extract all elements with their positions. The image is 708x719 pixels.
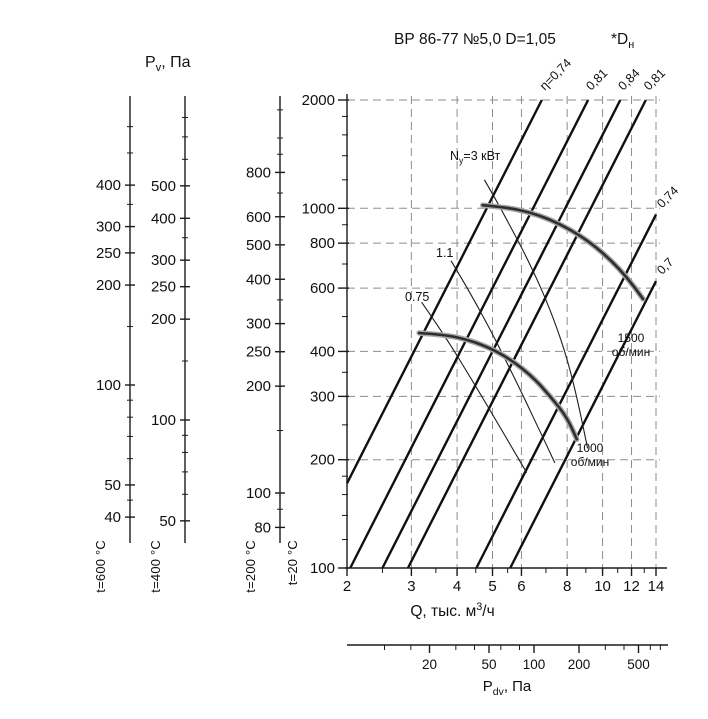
x-tick-label: 4 — [453, 578, 461, 595]
pv-title-main: P — [145, 54, 156, 71]
pv-title-units: , Па — [161, 54, 191, 71]
rpm-value: 1500 — [617, 331, 645, 345]
x-tick-label: 3 — [407, 578, 415, 595]
power-label-pre: N — [450, 149, 460, 163]
efficiency-label: 0,7 — [654, 255, 676, 277]
q-title-main: Q, тыс. м — [410, 603, 477, 621]
suffix-text: *D — [611, 31, 629, 48]
y-tick-label: 100 — [310, 560, 335, 577]
y-tick-label: 300 — [310, 388, 335, 405]
fan-curve — [417, 331, 579, 441]
y-tick-label: 200 — [310, 452, 335, 469]
pdv-title-main: P — [482, 678, 493, 695]
pdv-title-subscript: dv — [492, 686, 504, 698]
aux-tick-label: 300 — [246, 316, 271, 333]
x-tick-label: 2 — [343, 578, 351, 595]
chart-title-text: ВР 86-77 №5,0 D=1,05 — [394, 31, 556, 48]
pdv-tick-label: 500 — [627, 657, 650, 672]
aux-tick-label: 500 — [246, 237, 271, 254]
x-tick-label: 10 — [594, 578, 611, 595]
aux-tick-label: 200 — [151, 311, 176, 328]
power-label-pre: 1.1 — [436, 246, 454, 260]
aux-tick-label: 300 — [96, 219, 121, 236]
power-label-pre: 0.75 — [405, 290, 430, 304]
temp-label-20: t=20 °C — [285, 540, 300, 586]
aux-tick-label: 250 — [246, 344, 271, 361]
y-tick-label: 2000 — [302, 92, 335, 109]
efficiency-label: 0,74 — [654, 184, 681, 211]
rpm-value: 1000 — [576, 441, 604, 455]
aux-tick-label: 500 — [151, 178, 176, 195]
power-label-post: =3 кВт — [463, 149, 501, 163]
aux-tick-label: 800 — [246, 164, 271, 181]
aux-tick-label: 100 — [96, 377, 121, 394]
aux-tick-label: 200 — [96, 277, 121, 294]
q-title-superscript: 3 — [476, 601, 483, 613]
power-label-1-1kw: 1.1 — [436, 246, 453, 260]
pdv-title-units: , Па — [503, 678, 532, 695]
aux-tick-label: 400 — [151, 210, 176, 227]
power-label-3kw: Nу=3 кВт — [450, 149, 500, 166]
aux-tick-label: 250 — [96, 245, 121, 262]
power-line — [483, 179, 589, 449]
aux-tick-label: 400 — [246, 271, 271, 288]
x-tick-label: 6 — [517, 578, 525, 595]
pdv-tick-label: 200 — [568, 657, 591, 672]
temp-label-200: t=200 °C — [243, 540, 258, 593]
dynamic-pressure-axis-title: Pdv, Па — [452, 678, 562, 698]
x-tick-label: 8 — [563, 578, 571, 595]
efficiency-line — [345, 99, 543, 484]
aux-tick-label: 100 — [151, 412, 176, 429]
pdv-tick-label: 100 — [523, 657, 546, 672]
pressure-axis-title: Pv, Па — [145, 54, 191, 74]
power-label-sub: у — [459, 155, 464, 166]
power-label-0-75kw: 0.75 — [405, 290, 429, 304]
efficiency-line — [349, 99, 590, 569]
fan-curve — [481, 203, 645, 301]
pdv-tick-label: 50 — [481, 657, 496, 672]
x-tick-label: 5 — [488, 578, 496, 595]
rpm-1500-label: 1500 об/мин — [602, 331, 660, 360]
y-tick-label: 400 — [310, 343, 335, 360]
y-tick-label: 600 — [310, 280, 335, 297]
chart-title: ВР 86-77 №5,0 D=1,05 — [394, 31, 556, 49]
temp-label-600: t=600 °C — [93, 540, 108, 593]
efficiency-label: 0,81 — [641, 66, 668, 93]
aux-tick-label: 50 — [159, 513, 176, 530]
y-tick-label: 1000 — [302, 200, 335, 217]
y-tick-label: 800 — [310, 235, 335, 252]
rpm-unit: об/мин — [570, 455, 610, 470]
pv-title-subscript: v — [155, 62, 162, 75]
aux-tick-label: 600 — [246, 209, 271, 226]
efficiency-line — [406, 99, 647, 569]
suffix-subscript: н — [628, 39, 635, 52]
efficiency-line — [381, 99, 622, 569]
aux-tick-label: 80 — [254, 519, 271, 536]
temp-label-400: t=400 °C — [148, 540, 163, 593]
efficiency-label: η=0,74 — [537, 56, 574, 93]
flow-axis-title: Q, тыс. м3/ч — [395, 601, 510, 621]
pdv-tick-label: 20 — [422, 657, 437, 672]
efficiency-label: 0,81 — [583, 66, 610, 93]
efficiency-label: 0,84 — [616, 66, 643, 93]
aux-tick-label: 200 — [246, 378, 271, 395]
aux-tick-label: 250 — [151, 279, 176, 296]
aux-tick-label: 50 — [104, 477, 121, 494]
q-title-units: /ч — [482, 603, 495, 621]
aux-tick-label: 100 — [246, 485, 271, 502]
impeller-diameter-note: *Dн — [611, 31, 634, 51]
rpm-1000-label: 1000 об/мин — [561, 441, 619, 470]
x-tick-label: 12 — [623, 578, 640, 595]
aux-tick-label: 40 — [104, 509, 121, 526]
aux-tick-label: 300 — [151, 252, 176, 269]
rpm-unit: об/мин — [611, 345, 651, 360]
aux-tick-label: 400 — [96, 177, 121, 194]
x-tick-label: 14 — [648, 578, 665, 595]
